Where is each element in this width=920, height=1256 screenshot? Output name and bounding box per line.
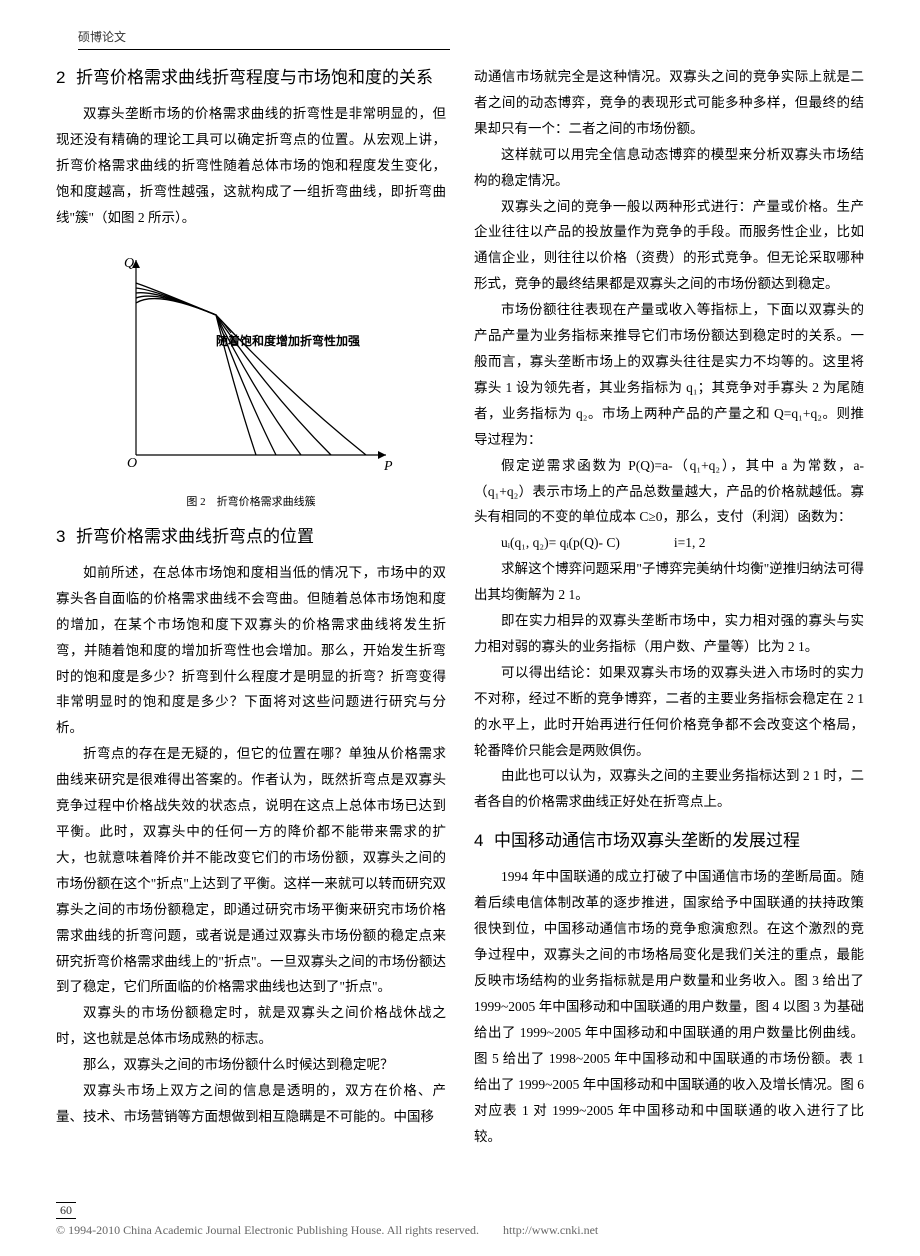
section-2-heading: 2折弯价格需求曲线折弯程度与市场饱和度的关系 <box>56 64 446 91</box>
svg-text:Q: Q <box>124 256 134 271</box>
page-number: 60 <box>56 1202 76 1219</box>
section-4-heading: 4中国移动通信市场双寡头垄断的发展过程 <box>474 827 864 854</box>
figure-2-caption: 图 2 折弯价格需求曲线簇 <box>56 493 446 509</box>
right-column: 动通信市场就完全是这种情况。双寡头之间的竞争实际上就是二者之间的动态博弈，竞争的… <box>474 64 864 1149</box>
svg-text:P: P <box>383 459 393 474</box>
sec3-para-3: 双寡头的市场份额稳定时，就是双寡头之间价格战休战之时，这也就是总体市场成熟的标志… <box>56 1000 446 1052</box>
sec3-para-2: 折弯点的存在是无疑的，但它的位置在哪？单独从价格需求曲线来研究是很难得出答案的。… <box>56 741 446 1000</box>
sec4-para-1: 1994 年中国联通的成立打破了中国通信市场的垄断局面。随着后续电信体制改革的逐… <box>474 864 864 1149</box>
figure-2-svg: O P Q 随着饱和度增加折弯性加强 <box>106 245 396 485</box>
cont-para-9: 由此也可以认为，双寡头之间的主要业务指标达到 2 1 时，二者各自的价格需求曲线… <box>474 763 864 815</box>
sec3-para-1: 如前所述，在总体市场饱和度相当低的情况下，市场中的双寡头各自面临的价格需求曲线不… <box>56 560 446 741</box>
section-2-title: 折弯价格需求曲线折弯程度与市场饱和度的关系 <box>76 68 433 87</box>
cont-para-6: 求解这个博弈问题采用"子博弈完美纳什均衡"逆推归纳法可得出其均衡解为 2 1。 <box>474 556 864 608</box>
sec3-para-5: 双寡头市场上双方之间的信息是透明的，双方在价格、产量、技术、市场营销等方面想做到… <box>56 1078 446 1130</box>
copyright-line: © 1994-2010 China Academic Journal Elect… <box>56 1221 864 1238</box>
cont-para-5: 假定逆需求函数为 P(Q)=a-（q₁+q₂），其中 a 为常数，a-（q₁+q… <box>474 453 864 531</box>
category-text: 硕博论文 <box>78 30 126 44</box>
cont-para-4: 市场份额往往表现在产量或收入等指标上，下面以双寡头的产品产量为业务指标来推导它们… <box>474 297 864 452</box>
section-3-heading: 3折弯价格需求曲线折弯点的位置 <box>56 523 446 550</box>
section-4-num: 4 <box>474 827 494 854</box>
cont-para-8: 可以得出结论：如果双寡头市场的双寡头进入市场时的实力不对称，经过不断的竞争博弈，… <box>474 660 864 764</box>
section-2-num: 2 <box>56 64 76 91</box>
header-category: 硕博论文 <box>78 28 450 50</box>
cont-para-2: 这样就可以用完全信息动态博弈的模型来分析双寡头市场结构的稳定情况。 <box>474 142 864 194</box>
cont-para-3: 双寡头之间的竞争一般以两种形式进行：产量或价格。生产企业往往以产品的投放量作为竞… <box>474 194 864 298</box>
figure-2-inner-label: 随着饱和度增加折弯性加强 <box>216 333 360 348</box>
section-3-title: 折弯价格需求曲线折弯点的位置 <box>76 527 314 546</box>
svg-text:O: O <box>127 456 137 471</box>
cont-equation: uᵢ(q₁, q₂)= qᵢ(p(Q)- C) i=1, 2 <box>474 530 864 556</box>
page-footer: 60 © 1994-2010 China Academic Journal El… <box>56 1201 864 1238</box>
figure-2: O P Q 随着饱和度增加折弯性加强 图 2 折弯价格需求曲线簇 <box>56 245 446 509</box>
left-column: 2折弯价格需求曲线折弯程度与市场饱和度的关系 双寡头垄断市场的价格需求曲线的折弯… <box>56 64 446 1149</box>
section-4-title: 中国移动通信市场双寡头垄断的发展过程 <box>494 831 800 850</box>
cont-para-7: 即在实力相异的双寡头垄断市场中，实力相对强的寡头与实力相对弱的寡头的业务指标（用… <box>474 608 864 660</box>
sec2-para-1: 双寡头垄断市场的价格需求曲线的折弯性是非常明显的，但现还没有精确的理论工具可以确… <box>56 101 446 231</box>
section-3-num: 3 <box>56 523 76 550</box>
two-column-layout: 2折弯价格需求曲线折弯程度与市场饱和度的关系 双寡头垄断市场的价格需求曲线的折弯… <box>56 64 864 1149</box>
cont-para-1: 动通信市场就完全是这种情况。双寡头之间的竞争实际上就是二者之间的动态博弈，竞争的… <box>474 64 864 142</box>
sec3-para-4: 那么，双寡头之间的市场份额什么时候达到稳定呢？ <box>56 1052 446 1078</box>
